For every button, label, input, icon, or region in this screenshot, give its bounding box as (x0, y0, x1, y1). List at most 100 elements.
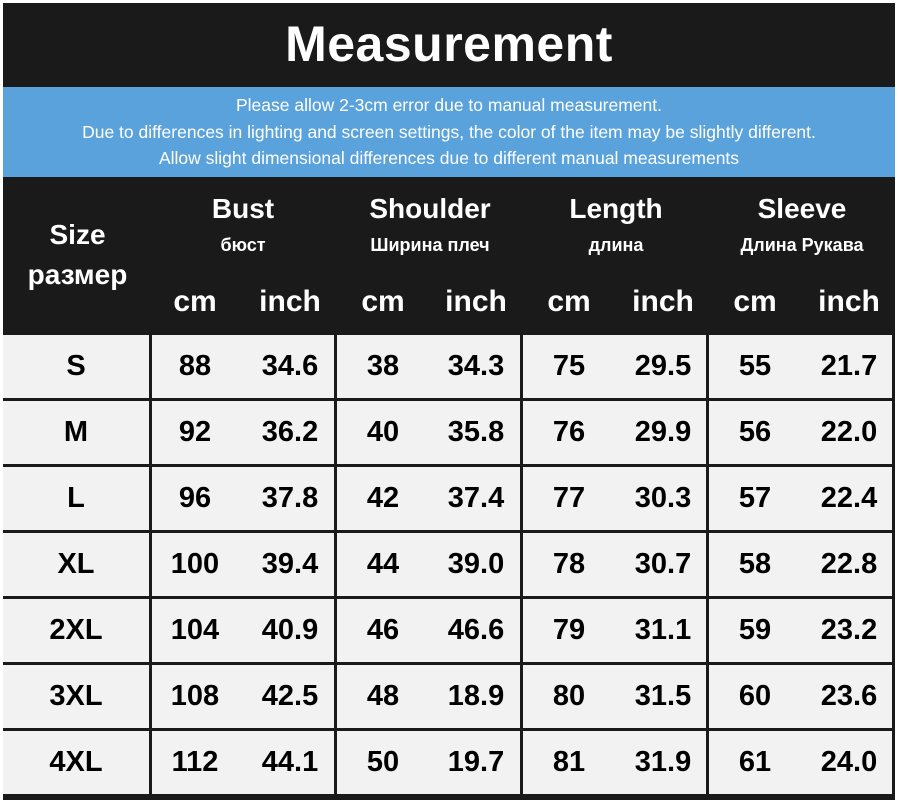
value-cm: 57 (738, 482, 772, 514)
value-inch: 19.7 (447, 746, 505, 778)
size-cell: 2XL (3, 599, 149, 662)
value-cm: 42 (366, 482, 400, 514)
measurement-pair: 57 22.4 (709, 467, 892, 530)
value-inch: 30.3 (634, 482, 692, 514)
size-cell: 4XL (3, 731, 149, 794)
column-group-length: Length (569, 193, 663, 224)
measurement-pair: 55 21.7 (709, 335, 892, 398)
measurement-pair: 61 24.0 (709, 731, 892, 794)
value-inch: 31.5 (634, 680, 692, 712)
measurement-pair: 48 18.9 (337, 665, 520, 728)
notice-line: Due to differences in lighting and scree… (82, 121, 816, 142)
value-cm: 46 (366, 614, 400, 646)
value-inch: 34.3 (447, 350, 505, 382)
size-cell: M (3, 401, 149, 464)
measurement-pair: 46 46.6 (337, 599, 520, 662)
value-inch: 40.9 (261, 614, 319, 646)
value-inch: 31.9 (634, 746, 692, 778)
measurement-pair: 80 31.5 (523, 665, 706, 728)
value-inch: 22.8 (820, 548, 878, 580)
measurement-pair: 78 30.7 (523, 533, 706, 596)
value-cm: 78 (552, 548, 586, 580)
value-inch: 30.7 (634, 548, 692, 580)
size-cell: 3XL (3, 665, 149, 728)
column-group-bust-ru: бюст (220, 235, 266, 255)
value-cm: 58 (738, 548, 772, 580)
column-group-sleeve-ru: Длина Рукава (740, 235, 864, 255)
value-cm: 88 (178, 350, 212, 382)
value-cm: 112 (171, 746, 219, 778)
measurement-pair: 56 22.0 (709, 401, 892, 464)
size-header-ru: размер (27, 259, 128, 290)
measurement-pair: 44 39.0 (337, 533, 520, 596)
value-cm: 76 (552, 416, 586, 448)
value-inch: 37.4 (447, 482, 505, 514)
value-cm: 50 (366, 746, 400, 778)
value-cm: 60 (738, 680, 772, 712)
value-cm: 79 (552, 614, 586, 646)
value-inch: 39.4 (261, 548, 319, 580)
unit-header-inch: inch (445, 285, 507, 318)
measurement-notice: Please allow 2-3cm error due to manual m… (3, 87, 895, 177)
notice-line: Please allow 2-3cm error due to manual m… (235, 95, 663, 116)
value-cm: 48 (366, 680, 400, 712)
value-inch: 42.5 (261, 680, 319, 712)
unit-header-cm: cm (361, 285, 405, 318)
measurement-pair: 100 39.4 (152, 533, 334, 596)
size-cell: S (3, 335, 149, 398)
value-cm: 100 (170, 548, 220, 580)
column-group-bust: Bust (211, 193, 275, 224)
value-inch: 18.9 (447, 680, 505, 712)
value-cm: 96 (178, 482, 212, 514)
value-inch: 46.6 (447, 614, 505, 646)
measurement-pair: 50 19.7 (337, 731, 520, 794)
value-inch: 36.2 (261, 416, 319, 448)
unit-header-inch: inch (818, 285, 880, 318)
value-cm: 75 (552, 350, 586, 382)
value-inch: 34.6 (261, 350, 319, 382)
page-title: Measurement (285, 16, 613, 72)
value-cm: 104 (170, 614, 220, 646)
measurement-pair: 104 40.9 (152, 599, 334, 662)
value-inch: 29.5 (634, 350, 692, 382)
value-inch: 23.6 (820, 680, 878, 712)
value-cm: 59 (738, 614, 772, 646)
measurement-pair: 81 31.9 (523, 731, 706, 794)
unit-header-cm: cm (547, 285, 591, 318)
value-inch: 23.2 (820, 614, 878, 646)
unit-header-cm: cm (733, 285, 777, 318)
value-cm: 38 (366, 350, 400, 382)
measurement-pair: 112 44.1 (152, 731, 334, 794)
value-inch: 37.8 (261, 482, 319, 514)
measurement-pair: 76 29.9 (523, 401, 706, 464)
size-chart: Measurement Please allow 2-3cm error due… (3, 3, 895, 800)
measurement-pair: 108 42.5 (152, 665, 334, 728)
measurement-pair: 75 29.5 (523, 335, 706, 398)
value-cm: 81 (552, 746, 586, 778)
column-group-shoulder: Shoulder (369, 193, 491, 224)
value-cm: 44 (366, 548, 400, 580)
measurement-pair: 88 34.6 (152, 335, 334, 398)
measurement-pair: 58 22.8 (709, 533, 892, 596)
size-cell: L (3, 467, 149, 530)
size-header-en: Size (49, 219, 106, 250)
column-group-shoulder-ru: Ширина плеч (370, 235, 490, 255)
measurement-pair: 59 23.2 (709, 599, 892, 662)
value-inch: 44.1 (261, 746, 319, 778)
value-cm: 92 (178, 416, 212, 448)
unit-header-inch: inch (632, 285, 694, 318)
unit-header-inch: inch (259, 285, 321, 318)
column-group-length-ru: длина (588, 235, 644, 255)
measurement-pair: 77 30.3 (523, 467, 706, 530)
value-cm: 108 (170, 680, 220, 712)
measurement-pair: 42 37.4 (337, 467, 520, 530)
value-inch: 29.9 (634, 416, 692, 448)
value-inch: 22.4 (820, 482, 878, 514)
value-inch: 21.7 (820, 350, 878, 382)
value-cm: 77 (552, 482, 586, 514)
measurement-pair: 79 31.1 (523, 599, 706, 662)
value-inch: 31.1 (634, 614, 692, 646)
value-inch: 35.8 (447, 416, 505, 448)
value-inch: 22.0 (820, 416, 878, 448)
notice-line: Allow slight dimensional differences due… (158, 148, 740, 169)
